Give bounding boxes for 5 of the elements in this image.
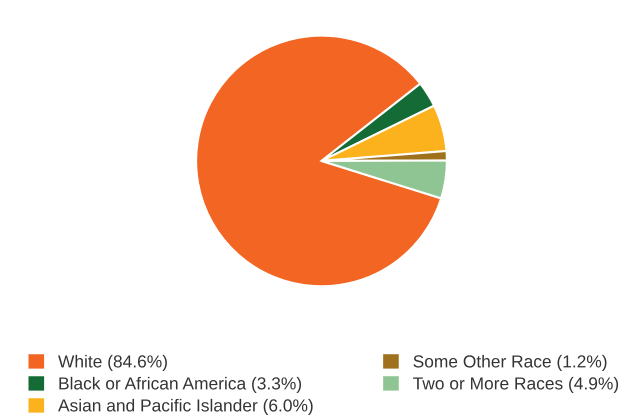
legend-label: White (84.6%) [58,354,167,371]
legend-label: Black or African America (3.3%) [59,376,302,393]
legend-label: Asian and Pacific Islander (6.0%) [58,398,313,416]
legend-label: Some Other Race (1.2%) [413,354,606,371]
legend-label: Two or More Races (4.9%) [413,376,618,393]
